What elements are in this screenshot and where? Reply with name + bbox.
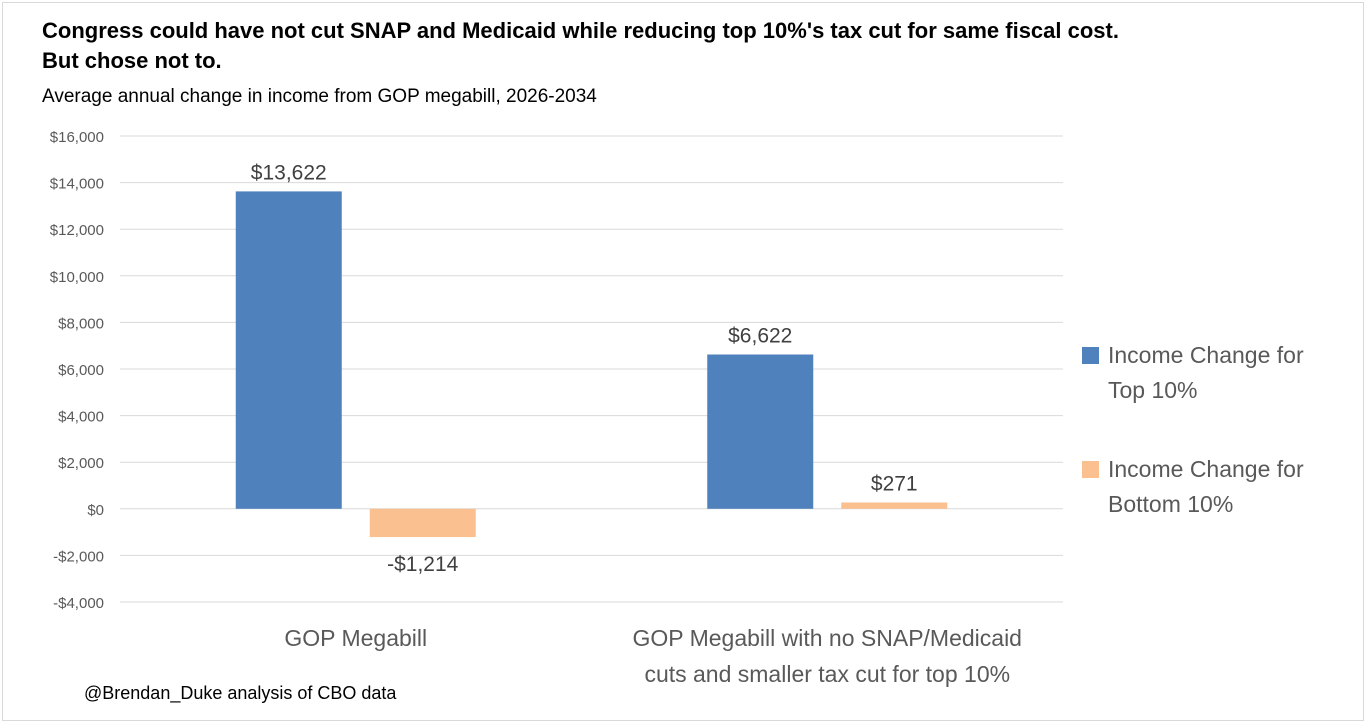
legend-label-bottom-line2: Bottom 10% [1108,491,1234,517]
y-tick-label: $8,000 [58,315,104,332]
legend-label-top-line2: Top 10% [1108,377,1198,403]
source-note: @Brendan_Duke analysis of CBO data [84,683,397,703]
data-label: -$1,214 [387,553,459,576]
y-tick-label: $10,000 [50,269,104,286]
y-tick-label: $0 [87,502,104,519]
bar-bottom10 [841,502,948,509]
legend-swatch-bottom [1082,461,1099,478]
legend-item-bottom: Income Change for Bottom 10% [1082,452,1352,522]
x-category-label: GOP Megabill [284,625,427,651]
x-category-label: GOP Megabill with no SNAP/Medicaid [633,625,1022,651]
legend: Income Change for Top 10% Income Change … [1082,338,1352,566]
chart-title-line1: Congress could have not cut SNAP and Med… [42,18,1119,43]
bar-top10 [235,191,342,509]
data-label: $6,622 [728,325,792,348]
x-category-label: cuts and smaller tax cut for top 10% [644,661,1010,687]
y-tick-label: $12,000 [50,222,104,239]
chart-title-line2: But chose not to. [42,48,222,73]
y-tick-label: -$4,000 [53,595,104,612]
legend-swatch-top [1082,347,1099,364]
bar-top10 [707,354,814,509]
legend-item-top: Income Change for Top 10% [1082,338,1352,408]
legend-label-bottom-line1: Income Change for [1108,456,1304,482]
chart-title: Congress could have not cut SNAP and Med… [42,16,1342,76]
bar-bottom10 [369,508,476,538]
y-tick-label: $4,000 [58,409,104,426]
y-tick-label: $16,000 [50,129,104,146]
y-tick-label: $2,000 [58,455,104,472]
y-tick-label: $14,000 [50,176,104,193]
y-tick-label: $6,000 [58,362,104,379]
data-label: $271 [871,472,918,495]
chart-subtitle: Average annual change in income from GOP… [42,86,597,107]
data-label: $13,622 [251,161,327,184]
y-tick-label: -$2,000 [53,548,104,565]
legend-label-top-line1: Income Change for [1108,342,1304,368]
